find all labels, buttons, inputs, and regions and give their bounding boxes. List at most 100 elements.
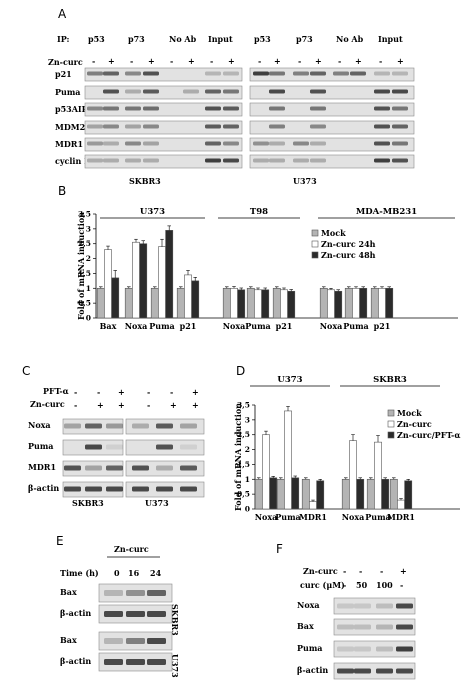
zn-curc-label-e: Zn-curc — [114, 544, 149, 554]
time-value-e-2: 16 — [128, 568, 140, 578]
chart-b-bar-zn-curc-48h-p21-7 — [287, 290, 296, 319]
chart-d-ytick-label-7: 3,5 — [237, 401, 250, 410]
blot-band-a-59 — [125, 158, 141, 163]
row-label-e-1: Bax — [60, 587, 77, 597]
chart-b-group-label-t98: T98 — [250, 207, 268, 217]
blot-band-a-24 — [392, 89, 408, 94]
blot-strip-a-skbr3-2 — [84, 85, 243, 100]
time-value-e-3: 24 — [150, 568, 162, 578]
blot-band-c-3-2 — [85, 465, 102, 471]
blot-strip-f-1 — [333, 597, 416, 615]
blot-band-a-57 — [87, 158, 103, 163]
blot-band-a-61 — [205, 158, 221, 163]
blot-band-a-58 — [103, 158, 119, 163]
chart-b-bar-zn-curc-24h-noxa-2 — [132, 241, 140, 319]
blot-band-a-4 — [143, 71, 159, 76]
blot-band-a-65 — [293, 158, 309, 163]
blot-band-c-4-4 — [132, 486, 149, 492]
ip-group-5: p53 — [254, 34, 271, 44]
ip-group-2: p73 — [128, 34, 145, 44]
blot-band-e-2-3 — [147, 611, 166, 617]
blot-band-f-2-2 — [354, 624, 371, 630]
blot-band-a-11 — [333, 71, 349, 76]
pft-sign-c-1: - — [74, 387, 78, 397]
blot-strip-f-2 — [333, 618, 416, 636]
chart-b-group-label-mda-mb231: MDA-MB231 — [356, 207, 417, 217]
chart-b-xtick-label-4: p21 — [180, 321, 197, 331]
blot-band-c-1-2 — [85, 423, 102, 429]
ip-group-8: Input — [378, 34, 403, 44]
row-label-c-2: Puma — [28, 441, 54, 451]
chart-b-bar-zn-curc-24h-p21-10 — [378, 287, 386, 319]
chart-b-ytick-label-2: 1 — [86, 284, 91, 293]
row-label-a-mdm2: MDM2 — [55, 122, 86, 132]
chart-d-xtick-label-6: MDR1 — [387, 512, 415, 522]
blot-band-a-15 — [103, 89, 119, 94]
blot-band-a-63 — [253, 158, 269, 163]
blot-band-a-28 — [143, 106, 159, 111]
blot-band-a-16 — [125, 89, 141, 94]
blot-strip-a-u373-3 — [249, 102, 415, 117]
blot-band-a-13 — [374, 71, 390, 76]
blot-band-a-12 — [350, 71, 366, 76]
blot-band-c-3-5 — [156, 465, 173, 471]
zn-sign-a-9: - — [258, 56, 262, 66]
blot-band-a-66 — [310, 158, 326, 163]
chart-d-ytick-label-0: 0 — [245, 505, 250, 514]
chart-b-bar-zn-curc-24h-puma-9 — [352, 287, 360, 319]
row-label-e-2: β-actin — [60, 608, 92, 618]
blot-band-c-4-1 — [64, 486, 81, 492]
blot-band-a-43 — [374, 124, 390, 129]
blot-band-c-4-5 — [156, 486, 173, 492]
blot-band-e-4-1 — [104, 659, 123, 665]
blot-band-a-2 — [103, 71, 119, 76]
zn-sign-c-6: + — [192, 400, 199, 410]
chart-d-ytick-label-4: 2 — [245, 445, 250, 454]
row-label-a-p21: p21 — [55, 69, 72, 79]
chart-b-ytick-label-1: 0,5 — [78, 299, 91, 308]
blot-band-c-3-4 — [132, 465, 149, 471]
blot-band-c-2-5 — [156, 444, 173, 450]
zn-sign-c-1: - — [74, 400, 78, 410]
blot-band-a-5 — [205, 71, 221, 76]
ip-group-1: p53 — [88, 34, 105, 44]
blot-band-f-2-3 — [376, 624, 393, 630]
row-label-c-4: β-actin — [28, 483, 60, 493]
curc-value-f-1: - — [343, 580, 347, 590]
chart-d-bar-mock-noxa-4 — [341, 478, 350, 510]
blot-band-e-2-1 — [104, 611, 123, 617]
blot-band-a-10 — [310, 71, 326, 76]
blot-strip-a-u373-5 — [249, 137, 415, 152]
blot-band-c-4-3 — [106, 486, 123, 492]
blot-band-a-22 — [310, 89, 326, 94]
chart-b-bar-zn-curc-48h-noxa-2 — [139, 243, 148, 319]
panel-b-letter: B — [58, 184, 67, 198]
chart-b-legend-label-1: Mock — [321, 228, 346, 238]
zn-curc-label-a: Zn-curc — [48, 57, 83, 67]
chart-d-bar-zn-curc-noxa-1 — [262, 434, 270, 510]
row-label-e-4: β-actin — [60, 656, 92, 666]
blot-strip-a-u373-1 — [249, 67, 415, 82]
chart-d-ytick-label-5: 2,5 — [237, 430, 250, 439]
time-value-e-1: 0 — [114, 568, 120, 578]
zn-sign-a-2: + — [108, 56, 115, 66]
chart-b-xtick-label-2: Noxa — [125, 321, 148, 331]
blot-band-a-42 — [310, 124, 326, 129]
blot-band-e-1-2 — [126, 590, 145, 596]
chart-d-bar-mock-puma-5 — [366, 478, 375, 510]
blot-strip-c-u373-3 — [125, 460, 205, 477]
blot-band-c-2-6 — [180, 444, 197, 450]
blot-band-a-26 — [103, 106, 119, 111]
blot-band-e-1-3 — [147, 590, 166, 596]
pft-sign-c-2: - — [97, 387, 101, 397]
blot-band-a-38 — [143, 124, 159, 129]
row-label-c-1: Noxa — [28, 420, 51, 430]
chart-d-bar-zn-curc-noxa-4 — [349, 440, 357, 510]
blot-band-e-3-1 — [104, 638, 123, 644]
chart-b-bar-mock-p21-4 — [176, 287, 185, 319]
blot-band-a-50 — [223, 141, 239, 146]
zn-sign-a-6: + — [188, 56, 195, 66]
zn-curc-label-f: Zn-curc — [303, 566, 338, 576]
blot-band-a-29 — [205, 106, 221, 111]
chart-b-bar-zn-curc-48h-puma-6 — [261, 289, 270, 319]
